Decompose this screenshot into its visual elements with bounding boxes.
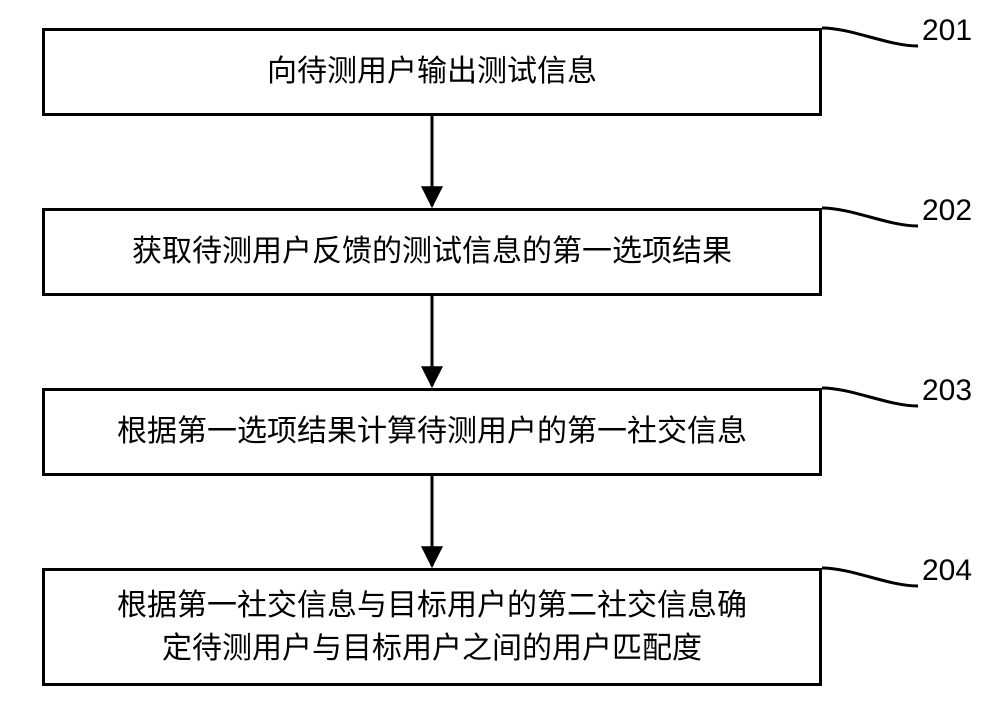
flow-node-n3: 根据第一选项结果计算待测用户的第一社交信息: [42, 388, 822, 476]
flow-node-n1: 向待测用户输出测试信息: [42, 28, 822, 116]
flow-node-text: 向待测用户输出测试信息: [267, 50, 597, 94]
leader-line: [822, 568, 918, 586]
step-label-203: 203: [922, 374, 972, 408]
flow-node-n2: 获取待测用户反馈的测试信息的第一选项结果: [42, 208, 822, 296]
leader-line: [822, 208, 918, 226]
flow-node-n4: 根据第一社交信息与目标用户的第二社交信息确 定待测用户与目标用户之间的用户匹配度: [42, 568, 822, 686]
flowchart-canvas: 向待测用户输出测试信息 201 获取待测用户反馈的测试信息的第一选项结果 202 根据第…: [0, 0, 1000, 723]
leader-line: [822, 28, 918, 46]
flow-node-text: 根据第一社交信息与目标用户的第二社交信息确 定待测用户与目标用户之间的用户匹配度: [117, 584, 747, 671]
flow-node-text: 根据第一选项结果计算待测用户的第一社交信息: [117, 410, 747, 454]
leader-line: [822, 388, 918, 406]
step-label-201: 201: [922, 14, 972, 48]
step-label-202: 202: [922, 194, 972, 228]
step-label-204: 204: [922, 554, 972, 588]
flow-node-text: 获取待测用户反馈的测试信息的第一选项结果: [132, 230, 732, 274]
